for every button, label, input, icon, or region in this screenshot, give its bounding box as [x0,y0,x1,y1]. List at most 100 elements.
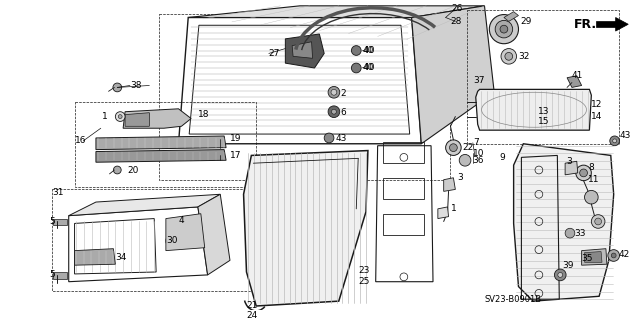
Text: 21: 21 [246,301,258,310]
Text: 43: 43 [336,134,348,144]
Text: 28: 28 [451,17,462,26]
Polygon shape [412,6,494,144]
Text: 10: 10 [473,149,484,158]
Text: 39: 39 [562,261,573,270]
Polygon shape [584,252,602,262]
Polygon shape [96,150,226,162]
Text: 24: 24 [246,311,258,319]
Circle shape [445,140,461,155]
Polygon shape [476,89,591,130]
Text: 31: 31 [52,188,64,197]
Circle shape [612,139,616,143]
Circle shape [170,237,177,245]
Circle shape [115,112,125,122]
Text: 15: 15 [538,117,549,126]
Text: 9: 9 [499,153,505,162]
Text: 29: 29 [520,17,532,26]
Text: 1: 1 [451,204,456,213]
Polygon shape [616,18,628,31]
Text: 25: 25 [358,277,369,286]
Text: SV23-B0901B: SV23-B0901B [484,295,541,304]
Text: FR.: FR. [574,18,597,31]
Circle shape [584,190,598,204]
Text: 3: 3 [566,157,572,166]
Circle shape [351,63,361,73]
Text: 19: 19 [230,134,241,144]
Polygon shape [188,6,484,18]
Text: 34: 34 [115,253,127,262]
Circle shape [332,109,337,114]
Polygon shape [292,42,312,58]
Polygon shape [74,249,115,265]
Circle shape [460,154,471,166]
Polygon shape [68,194,220,216]
Text: 5: 5 [49,217,55,226]
Circle shape [490,15,518,44]
Circle shape [595,218,602,225]
Polygon shape [565,161,578,175]
Text: 13: 13 [538,107,549,116]
Text: 41: 41 [572,71,583,80]
Text: 3: 3 [458,173,463,182]
Text: 42: 42 [618,250,630,259]
Polygon shape [96,136,226,150]
Text: 6: 6 [340,108,346,117]
Text: 8: 8 [588,163,594,172]
Text: 16: 16 [74,136,86,145]
Text: 14: 14 [591,112,603,121]
Text: 43: 43 [620,131,631,140]
Circle shape [565,228,575,238]
Text: 33: 33 [574,229,586,238]
Text: 1: 1 [102,112,108,121]
Polygon shape [567,76,582,87]
Text: 2: 2 [340,89,346,98]
Text: 37: 37 [473,76,484,85]
Polygon shape [438,207,449,219]
Circle shape [501,48,516,64]
Circle shape [324,133,334,143]
Circle shape [591,215,605,228]
Text: -40: -40 [362,63,376,72]
Polygon shape [53,272,67,279]
Circle shape [580,169,588,177]
Circle shape [449,144,458,152]
Polygon shape [166,214,205,251]
Text: 30: 30 [166,236,177,245]
Text: 17: 17 [230,151,241,160]
Polygon shape [53,219,67,225]
Text: 36: 36 [472,156,483,165]
Polygon shape [123,109,191,128]
Polygon shape [285,34,324,68]
Polygon shape [244,151,368,306]
Polygon shape [198,194,230,275]
Circle shape [610,136,620,146]
Circle shape [611,253,616,258]
Polygon shape [125,113,149,126]
Text: 38: 38 [130,81,141,90]
Polygon shape [582,249,607,265]
Circle shape [351,46,361,56]
Circle shape [558,272,563,277]
Text: 40: 40 [362,46,374,55]
Circle shape [500,25,508,33]
Polygon shape [504,12,518,21]
Circle shape [576,165,591,181]
Text: 18: 18 [198,110,209,119]
Circle shape [328,86,340,98]
Circle shape [495,20,513,38]
Text: 26: 26 [451,4,463,13]
Polygon shape [596,21,616,27]
Text: 7: 7 [473,138,479,147]
Text: 32: 32 [518,52,530,61]
Circle shape [554,269,566,281]
Polygon shape [444,178,455,191]
Circle shape [166,233,181,249]
Circle shape [505,52,513,60]
Circle shape [608,250,620,261]
Circle shape [118,115,122,119]
Text: 22: 22 [462,143,474,152]
Text: 27: 27 [269,49,280,58]
Circle shape [113,83,122,92]
Text: 40: 40 [362,63,374,72]
Text: 5: 5 [49,271,55,279]
